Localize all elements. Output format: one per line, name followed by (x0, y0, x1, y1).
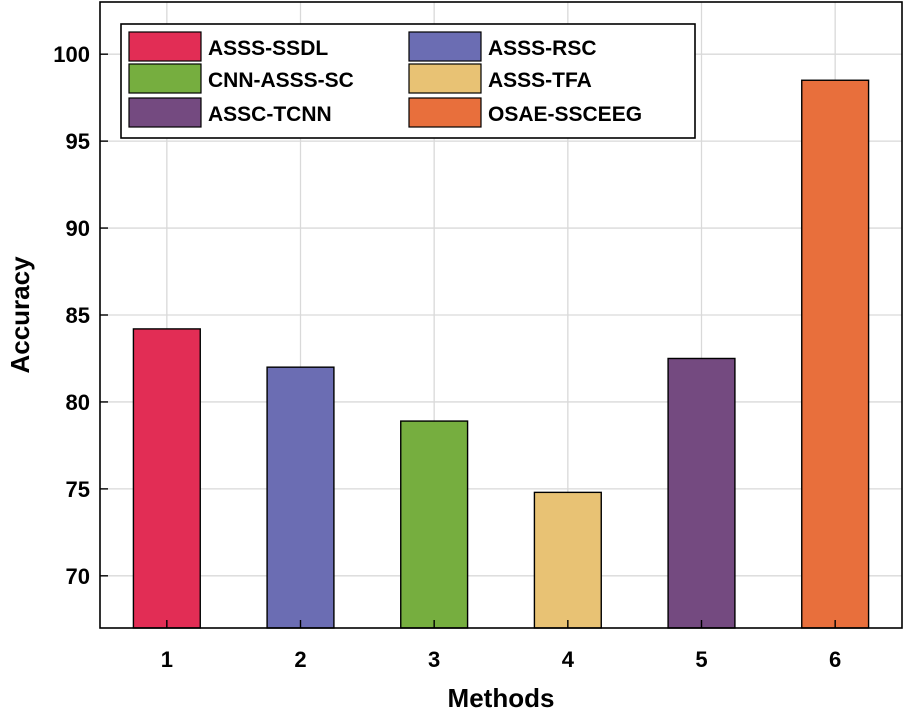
bar-asss-ssdl (132, 328, 201, 629)
bar-asss-rsc (266, 366, 335, 629)
y-axis-title: Accuracy (5, 256, 35, 374)
legend-label: OSAE-SSCEEG (488, 103, 642, 126)
legend-swatch (128, 63, 202, 94)
x-tick-label: 4 (562, 647, 575, 672)
y-tick-label: 90 (66, 216, 90, 241)
legend-swatch (408, 97, 482, 128)
bar-cnn-asss-sc (400, 420, 469, 629)
y-tick-label: 85 (66, 303, 90, 328)
x-tick-label: 3 (428, 647, 440, 672)
bar-asss-tfa (533, 491, 602, 629)
x-tick-label: 1 (161, 647, 173, 672)
bar-osae-ssceeg (801, 79, 870, 629)
legend-label: ASSS-SSDL (208, 37, 328, 60)
legend-swatch (128, 31, 202, 62)
y-tick-label: 80 (66, 390, 90, 415)
bar-assc-tcnn (667, 357, 736, 629)
x-tick-label: 6 (829, 647, 841, 672)
x-tick-label: 2 (294, 647, 306, 672)
y-axis-ticks: 70 75 80 85 90 95 100 (53, 42, 108, 589)
legend-swatch (128, 97, 202, 128)
legend-label: ASSS-RSC (488, 37, 597, 60)
legend: ASSS-SSDL ASSS-RSC CNN-ASSS-SC ASSS-TFA ASSC… (120, 23, 696, 139)
legend-swatch (408, 31, 482, 62)
x-axis-ticks: 1 2 3 4 5 6 (161, 620, 841, 672)
bars (132, 79, 870, 629)
x-axis-title: Methods (448, 683, 555, 713)
legend-box (120, 23, 696, 139)
y-tick-label: 70 (66, 564, 90, 589)
x-tick-label: 5 (695, 647, 707, 672)
y-tick-label: 95 (66, 129, 90, 154)
legend-label: ASSS-TFA (488, 69, 592, 92)
y-tick-label: 75 (66, 477, 90, 502)
legend-label: ASSC-TCNN (208, 103, 332, 126)
y-tick-label: 100 (53, 42, 90, 67)
legend-swatch (408, 63, 482, 94)
legend-label: CNN-ASSS-SC (208, 69, 354, 92)
